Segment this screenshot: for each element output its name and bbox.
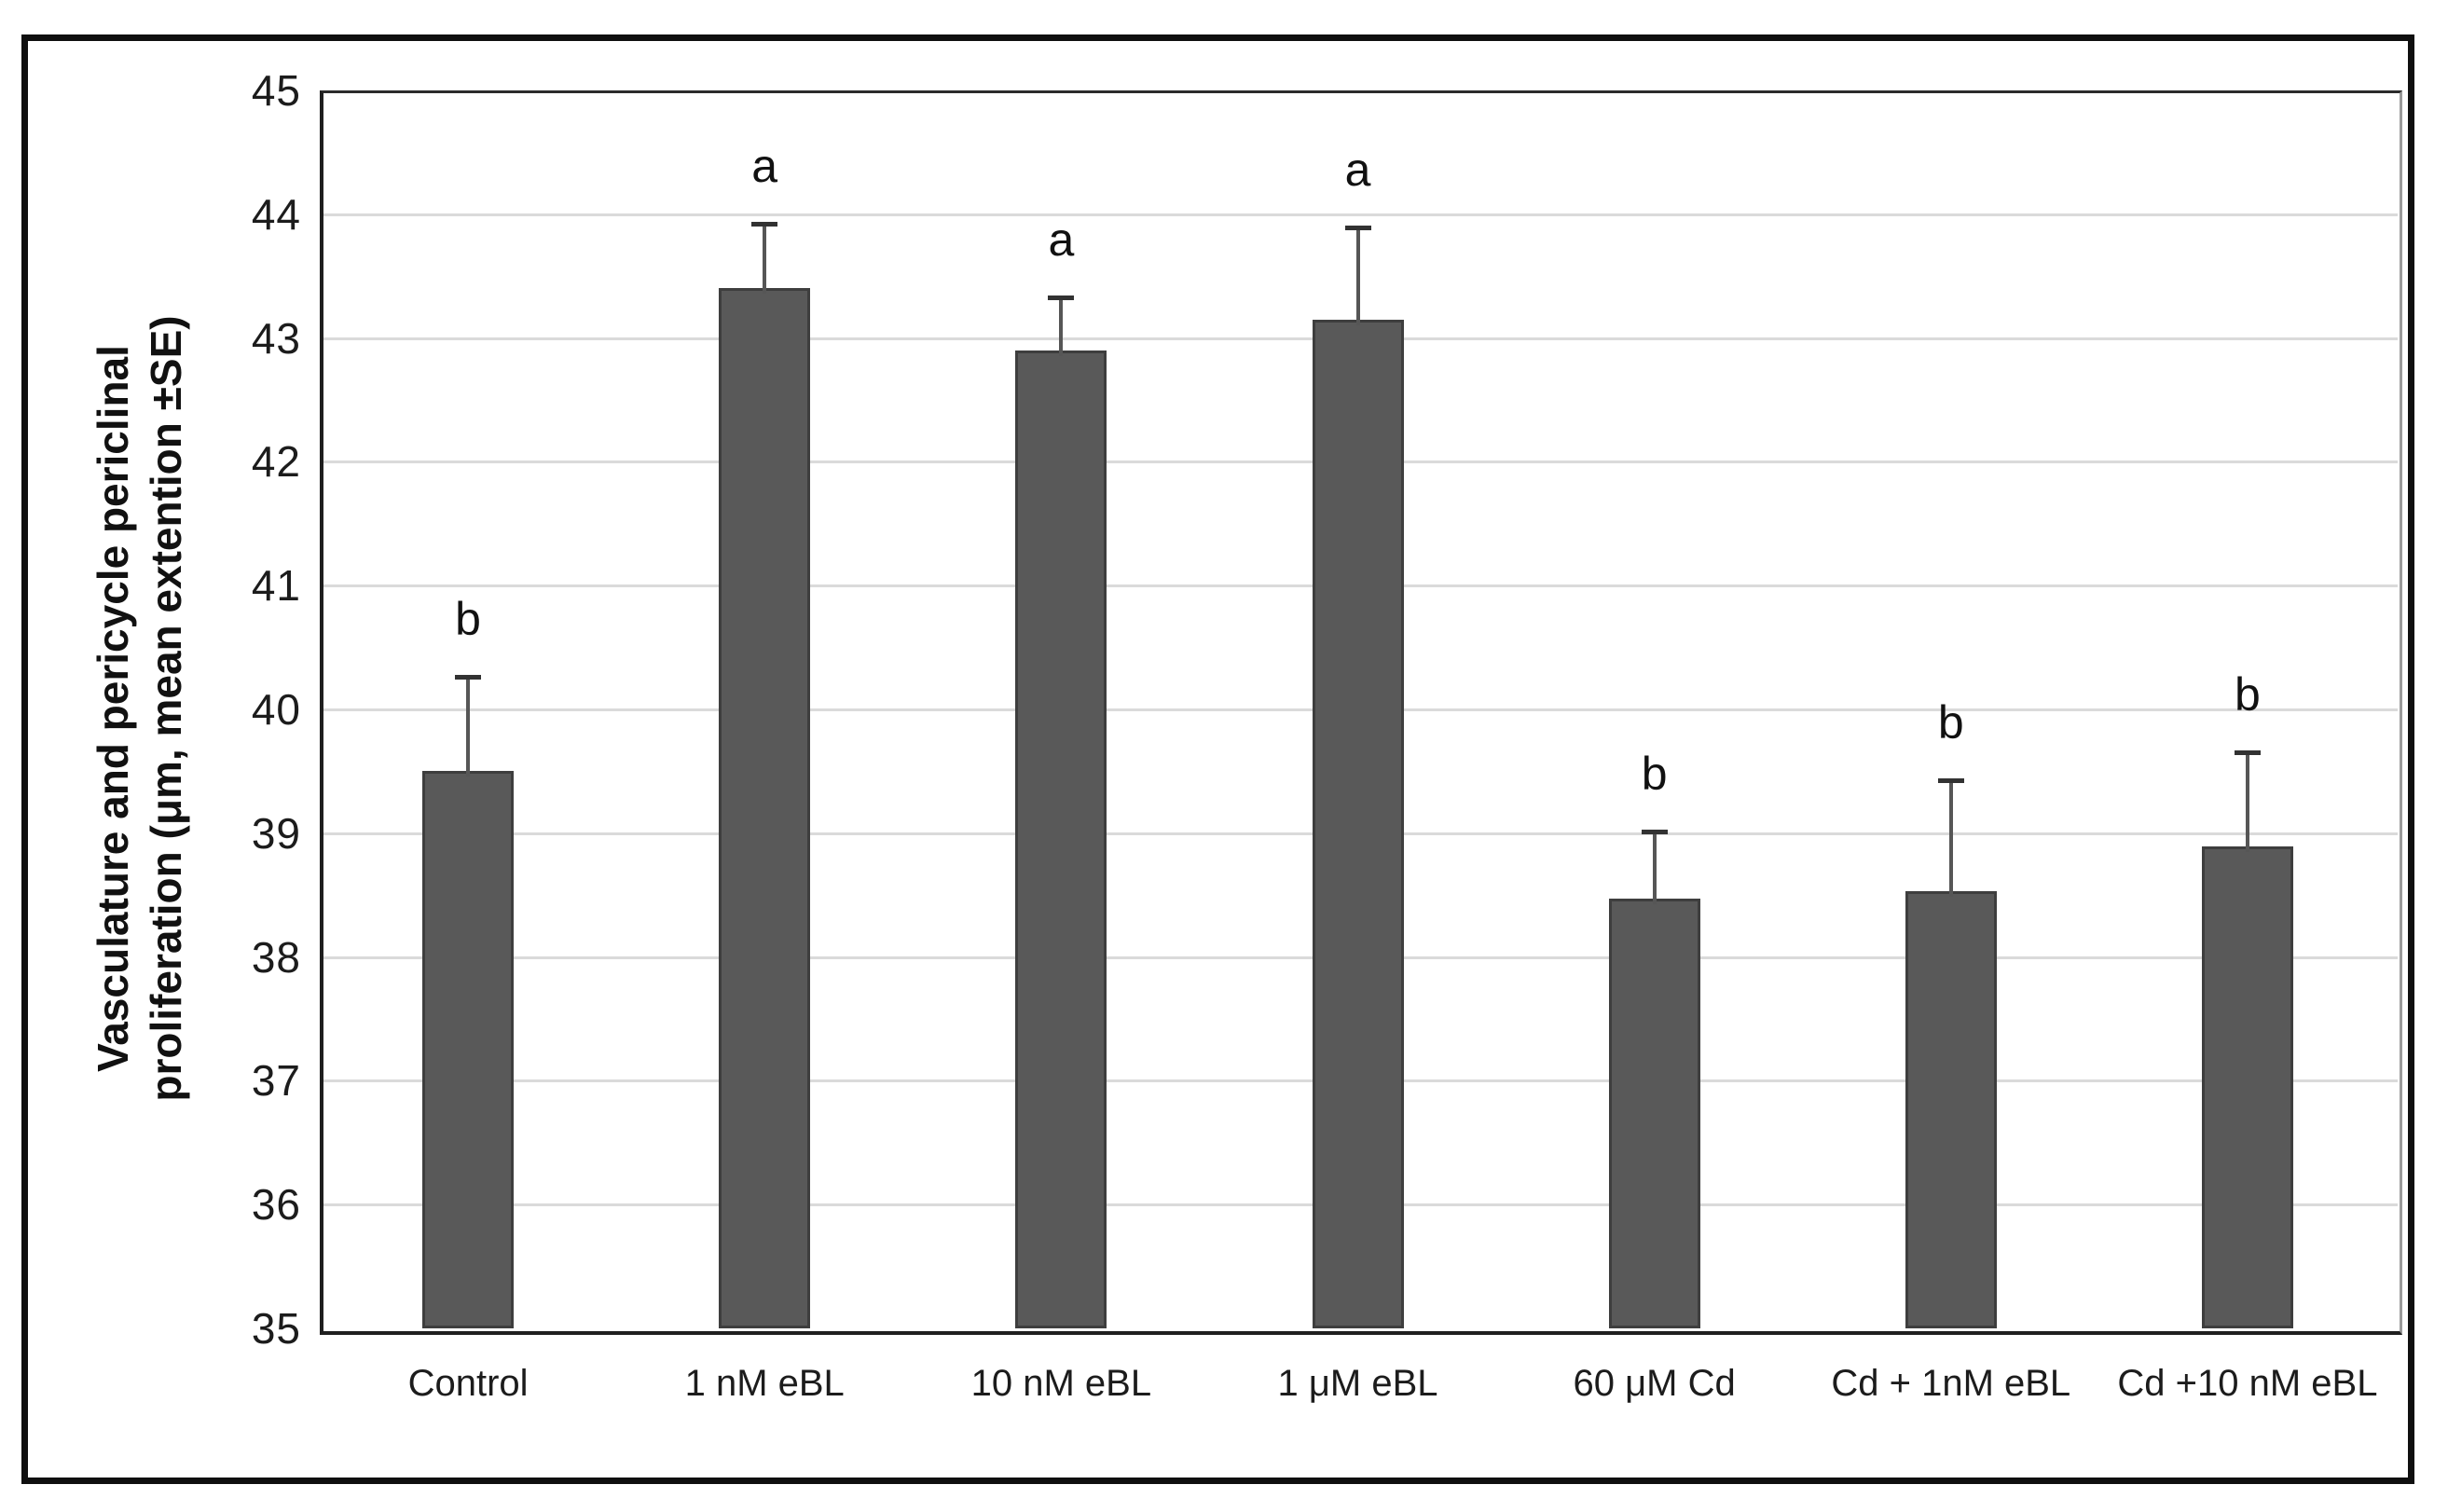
- y-tick-label: 44: [251, 189, 301, 239]
- error-bar-cap: [455, 675, 482, 680]
- y-tick-label: 39: [251, 808, 301, 858]
- bar: [1905, 891, 1997, 1328]
- error-bar: [1652, 832, 1657, 905]
- sig-letter: b: [1641, 748, 1668, 801]
- sig-letter: b: [2235, 668, 2261, 722]
- bar: [719, 288, 811, 1328]
- x-tick-label: Cd + 1nM eBL: [1831, 1363, 2071, 1404]
- bar: [1015, 350, 1107, 1328]
- error-bar-cap: [2234, 750, 2261, 756]
- error-bar-cap: [1048, 295, 1075, 300]
- error-bar: [1355, 227, 1360, 325]
- y-axis-title-line1: Vasculature and pericycle periclinal: [89, 345, 137, 1072]
- error-bar: [2245, 752, 2249, 853]
- y-tick-label: 38: [251, 932, 301, 982]
- sig-letter: a: [1048, 213, 1075, 266]
- y-tick-label: 37: [251, 1056, 301, 1106]
- error-bar-cap: [1641, 830, 1668, 835]
- error-bar: [466, 677, 471, 777]
- sig-letter: b: [455, 593, 481, 646]
- bar: [1608, 899, 1700, 1328]
- x-tick-label: 1 nM eBL: [684, 1363, 845, 1404]
- sig-letter: a: [1344, 144, 1371, 197]
- y-tick-label: 45: [251, 66, 301, 115]
- y-tick-label: 40: [251, 685, 301, 734]
- x-tick-label: Cd +10 nM eBL: [2117, 1363, 2378, 1404]
- x-tick-label: 60 μM Cd: [1573, 1363, 1736, 1404]
- y-tick-label: 35: [251, 1304, 301, 1353]
- y-tick-label: 43: [251, 313, 301, 363]
- y-tick-label: 36: [251, 1180, 301, 1230]
- bar: [1312, 319, 1404, 1328]
- error-bar: [763, 224, 767, 295]
- bar: [422, 771, 515, 1328]
- x-tick-label: 10 nM eBL: [970, 1363, 1152, 1404]
- y-tick-label: 42: [251, 437, 301, 487]
- error-bar-cap: [1937, 777, 1964, 783]
- error-bar: [1059, 296, 1064, 356]
- bar: [2201, 846, 2293, 1328]
- x-tick-label: Control: [407, 1363, 529, 1404]
- gridline: [323, 213, 2398, 216]
- y-tick-label: 41: [251, 561, 301, 611]
- error-bar: [1948, 779, 1953, 898]
- error-bar-cap: [751, 222, 778, 227]
- sig-letter: a: [751, 140, 778, 193]
- sig-letter: b: [1937, 695, 1964, 749]
- x-tick-label: 1 μM eBL: [1277, 1363, 1438, 1404]
- error-bar-cap: [1344, 226, 1371, 231]
